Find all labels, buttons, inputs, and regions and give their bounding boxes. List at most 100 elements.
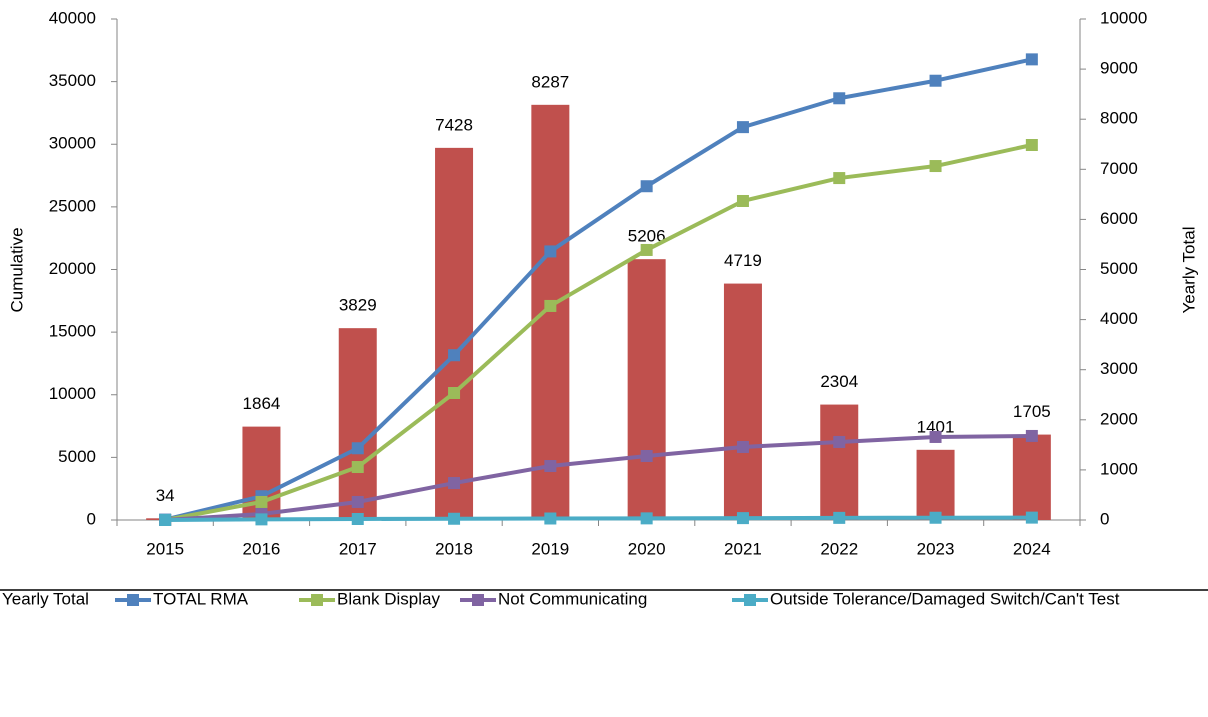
marker <box>736 440 749 453</box>
y2-tick-label: 10000 <box>1100 8 1147 27</box>
marker <box>833 172 846 185</box>
marker <box>351 512 364 525</box>
y-tick-label: 15000 <box>49 322 96 341</box>
data-label: 3829 <box>339 296 377 315</box>
data-label: 2304 <box>820 372 858 391</box>
y2-tick-label: 2000 <box>1100 409 1138 428</box>
x-tick-label: 2019 <box>531 539 569 558</box>
y2-tick-label: 8000 <box>1100 109 1138 128</box>
line <box>165 433 1032 522</box>
legend-label: Yearly Total <box>2 589 89 608</box>
y-tick-label: 20000 <box>49 259 96 278</box>
x-tick-label: 2024 <box>1013 539 1051 558</box>
x-tick-label: 2022 <box>820 539 858 558</box>
data-label: 5206 <box>628 227 666 246</box>
x-tick-label: 2018 <box>435 539 473 558</box>
marker <box>544 460 557 473</box>
y2-tick-label: 3000 <box>1100 359 1138 378</box>
y2-axis-label: Yearly Total <box>1179 227 1198 314</box>
marker <box>351 461 364 474</box>
bar <box>820 404 859 520</box>
marker <box>255 495 268 508</box>
bar <box>531 104 570 521</box>
marker <box>736 512 749 525</box>
y-tick-label: 10000 <box>49 384 96 403</box>
legend-swatch <box>744 594 756 606</box>
y2-tick-label: 1000 <box>1100 459 1138 478</box>
marker <box>544 245 557 258</box>
marker <box>544 299 557 312</box>
data-label: 1864 <box>243 394 281 413</box>
marker <box>929 74 942 87</box>
data-label: 8287 <box>531 72 569 91</box>
y-axis-label: Cumulative <box>7 227 26 312</box>
y-tick-label: 30000 <box>49 134 96 153</box>
marker <box>640 180 653 193</box>
legend-label: Blank Display <box>337 589 440 608</box>
marker <box>640 243 653 256</box>
data-label: 7428 <box>435 115 473 134</box>
bar <box>627 259 666 520</box>
legend-label: TOTAL RMA <box>153 589 249 608</box>
y2-tick-label: 0 <box>1100 509 1109 528</box>
legend-label: Outside Tolerance/Damaged Switch/Can't T… <box>770 589 1120 608</box>
legend-swatch <box>472 594 484 606</box>
y-tick-label: 35000 <box>49 71 96 90</box>
x-tick-label: 2015 <box>146 539 184 558</box>
y-tick-label: 0 <box>87 509 96 528</box>
x-tick-label: 2017 <box>339 539 377 558</box>
marker <box>640 449 653 462</box>
marker <box>833 92 846 105</box>
marker <box>1025 429 1038 442</box>
marker <box>640 512 653 525</box>
marker <box>1025 53 1038 66</box>
marker <box>929 160 942 173</box>
y-tick-label: 5000 <box>58 447 96 466</box>
marker <box>736 121 749 134</box>
bar <box>1012 434 1051 520</box>
line <box>165 515 1032 522</box>
legend-swatch <box>127 594 139 606</box>
marker <box>736 194 749 207</box>
data-label: 4719 <box>724 251 762 270</box>
y-tick-label: 25000 <box>49 196 96 215</box>
y2-tick-label: 7000 <box>1100 159 1138 178</box>
marker <box>448 477 461 490</box>
marker <box>255 513 268 526</box>
x-tick-label: 2023 <box>917 539 955 558</box>
marker <box>448 386 461 399</box>
bar <box>338 328 377 520</box>
data-label: 34 <box>156 486 175 505</box>
line <box>164 57 1033 522</box>
data-label: 1401 <box>917 417 955 436</box>
marker <box>929 430 942 443</box>
y2-tick-label: 5000 <box>1100 259 1138 278</box>
marker <box>448 349 461 362</box>
y2-tick-label: 4000 <box>1100 309 1138 328</box>
marker <box>544 512 557 525</box>
legend-swatch <box>311 594 323 606</box>
legend-label: Not Communicating <box>498 589 647 608</box>
marker <box>1025 511 1038 524</box>
y2-tick-label: 9000 <box>1100 59 1138 78</box>
marker <box>1025 139 1038 152</box>
bar <box>435 147 474 521</box>
x-tick-label: 2021 <box>724 539 762 558</box>
bar <box>916 449 955 520</box>
line <box>164 143 1033 522</box>
y-tick-label: 40000 <box>49 8 96 27</box>
marker <box>929 511 942 524</box>
marker <box>351 442 364 455</box>
marker <box>833 435 846 448</box>
marker <box>159 514 172 526</box>
marker <box>448 512 461 525</box>
x-tick-label: 2016 <box>243 539 281 558</box>
marker <box>833 511 846 524</box>
x-tick-label: 2020 <box>628 539 666 558</box>
y2-tick-label: 6000 <box>1100 209 1138 228</box>
marker <box>351 495 364 508</box>
bar <box>723 283 762 520</box>
data-label: 1705 <box>1013 402 1051 421</box>
